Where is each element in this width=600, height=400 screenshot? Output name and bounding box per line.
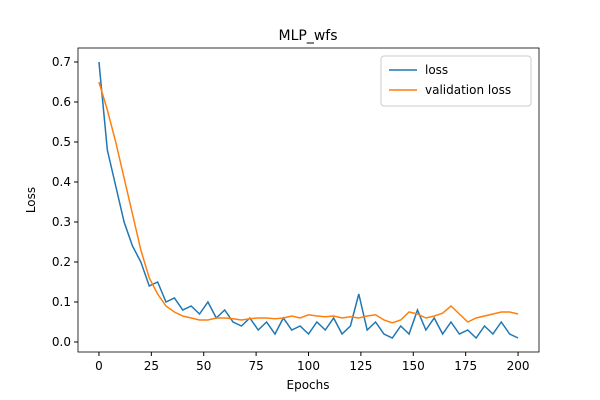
y-tick-label: 0.6 [52, 95, 71, 109]
legend-label: validation loss [425, 83, 511, 97]
x-tick-label: 75 [248, 359, 263, 373]
y-tick-label: 0.1 [52, 295, 71, 309]
y-tick-label: 0.5 [52, 135, 71, 149]
data-line [98, 61, 519, 340]
x-tick-label: 125 [349, 359, 372, 373]
x-tick-label: 100 [297, 359, 320, 373]
chart-title: MLP_wfs [279, 28, 338, 44]
x-axis-label: Epochs [287, 378, 330, 392]
data-line [98, 81, 519, 324]
x-tick-label: 150 [402, 359, 425, 373]
x-tick-label: 0 [95, 359, 103, 373]
x-tick-label: 175 [454, 359, 477, 373]
x-tick-label: 200 [507, 359, 530, 373]
legend-label: loss [425, 63, 448, 77]
legend-box [380, 55, 532, 107]
y-tick-label: 0.7 [52, 55, 71, 69]
y-tick-label: 0.2 [52, 255, 71, 269]
y-tick-label: 0.4 [52, 175, 71, 189]
y-tick-label: 0.3 [52, 215, 71, 229]
y-axis-label: Loss [24, 187, 38, 213]
x-tick-label: 25 [144, 359, 159, 373]
y-tick-label: 0.0 [52, 335, 71, 349]
plot-frame [77, 47, 540, 353]
x-tick-label: 50 [196, 359, 211, 373]
